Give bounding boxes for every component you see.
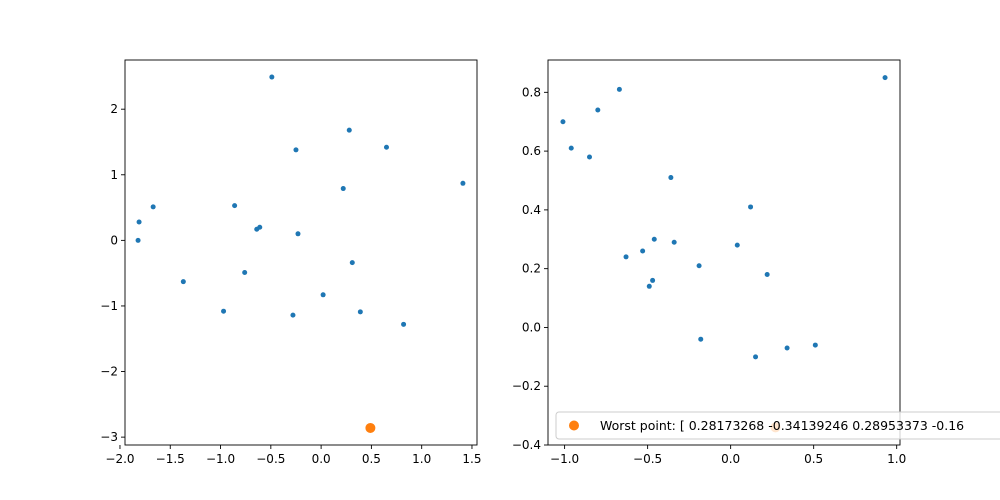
right-data-point <box>640 248 646 254</box>
left-data-point <box>293 147 299 153</box>
left-data-point <box>383 144 389 150</box>
right-data-point <box>616 86 622 92</box>
legend: Worst point: [ 0.28173268 -0.34139246 0.… <box>555 411 1000 440</box>
right-data-point <box>671 239 677 245</box>
left-axes-frame <box>124 59 478 446</box>
left-data-point <box>254 226 260 232</box>
left-data-point <box>340 186 346 192</box>
left-data-point <box>242 270 248 276</box>
left-data-point <box>221 308 227 314</box>
left-data-point <box>290 312 296 318</box>
left-data-point <box>136 219 142 225</box>
right-x-tick-label: 0.0 <box>721 452 740 466</box>
left-data-point <box>349 260 355 266</box>
left-data-point <box>357 309 363 315</box>
left-worst-point <box>365 422 376 433</box>
right-data-point <box>764 272 770 278</box>
right-x-tick-label: 1.0 <box>887 452 906 466</box>
right-y-tick-label: −0.2 <box>512 379 541 393</box>
right-data-point <box>646 283 652 289</box>
right-y-tick-label: 0.8 <box>522 85 541 99</box>
legend-label-worst-point: Worst point: [ 0.28173268 -0.34139246 0.… <box>600 418 964 433</box>
left-data-point <box>180 279 186 285</box>
legend-marker-worst-point <box>569 420 579 431</box>
left-scatter-plot: −2.0 −1.5 −1.0 −0.5 0.0 0.5 1.0 1.5 −3 −2 −1 0 1 2 <box>100 59 482 466</box>
left-data-point <box>135 237 141 243</box>
right-axes-frame <box>547 59 901 446</box>
right-y-tick-label: 0.2 <box>522 262 541 276</box>
left-x-tick-label: 0.0 <box>312 452 331 466</box>
right-data-point <box>651 236 657 242</box>
right-data-point <box>882 75 888 81</box>
right-x-tick-label: −1.0 <box>550 452 579 466</box>
left-x-tick-label: −1.5 <box>156 452 185 466</box>
right-data-point <box>734 242 740 248</box>
right-data-point <box>668 175 674 181</box>
left-y-tick-label: −2 <box>100 365 118 379</box>
left-data-point <box>346 127 352 133</box>
left-x-tick-label: 0.5 <box>362 452 381 466</box>
right-data-point <box>812 342 818 348</box>
left-y-tick-label: 1 <box>110 168 118 182</box>
right-data-point <box>568 145 574 151</box>
right-y-tick-label: −0.4 <box>512 438 541 452</box>
right-data-point <box>753 354 759 360</box>
left-x-tick-label: −0.5 <box>256 452 285 466</box>
right-y-tick-label: 0.0 <box>522 320 541 334</box>
right-x-tick-label: −0.5 <box>633 452 662 466</box>
right-data-point <box>650 277 656 283</box>
left-x-tick-label: 1.0 <box>412 452 431 466</box>
right-data-point <box>587 154 593 160</box>
left-y-tick-label: 2 <box>110 102 118 116</box>
right-y-tick-label: 0.6 <box>522 144 541 158</box>
legend-box <box>555 411 1000 440</box>
left-data-point <box>460 180 466 186</box>
right-data-point <box>560 119 566 125</box>
left-data-point <box>150 204 156 210</box>
left-y-tick-label: −3 <box>100 430 118 444</box>
left-data-point <box>320 292 326 298</box>
left-data-point <box>232 203 238 209</box>
left-y-tick-label: 0 <box>110 233 118 247</box>
left-x-tick-label: −1.0 <box>206 452 235 466</box>
right-data-point <box>595 107 601 113</box>
left-x-tick-label: 1.5 <box>462 452 481 466</box>
right-scatter-plot: −1.0 −0.5 0.0 0.5 1.0 −0.4 −0.2 0.0 0.2 0.4 0.6 0.8 <box>512 59 906 466</box>
right-data-point <box>748 204 754 210</box>
right-x-tick-label: 0.5 <box>804 452 823 466</box>
left-data-point <box>295 231 301 237</box>
right-data-point <box>623 254 629 260</box>
left-data-point <box>401 321 407 327</box>
right-data-point <box>696 263 702 269</box>
left-x-tick-label: −2.0 <box>105 452 134 466</box>
right-y-tick-label: 0.4 <box>522 203 541 217</box>
left-y-tick-label: −1 <box>100 299 118 313</box>
right-data-point <box>784 345 790 351</box>
left-data-point <box>269 74 275 80</box>
right-data-point <box>698 336 704 342</box>
